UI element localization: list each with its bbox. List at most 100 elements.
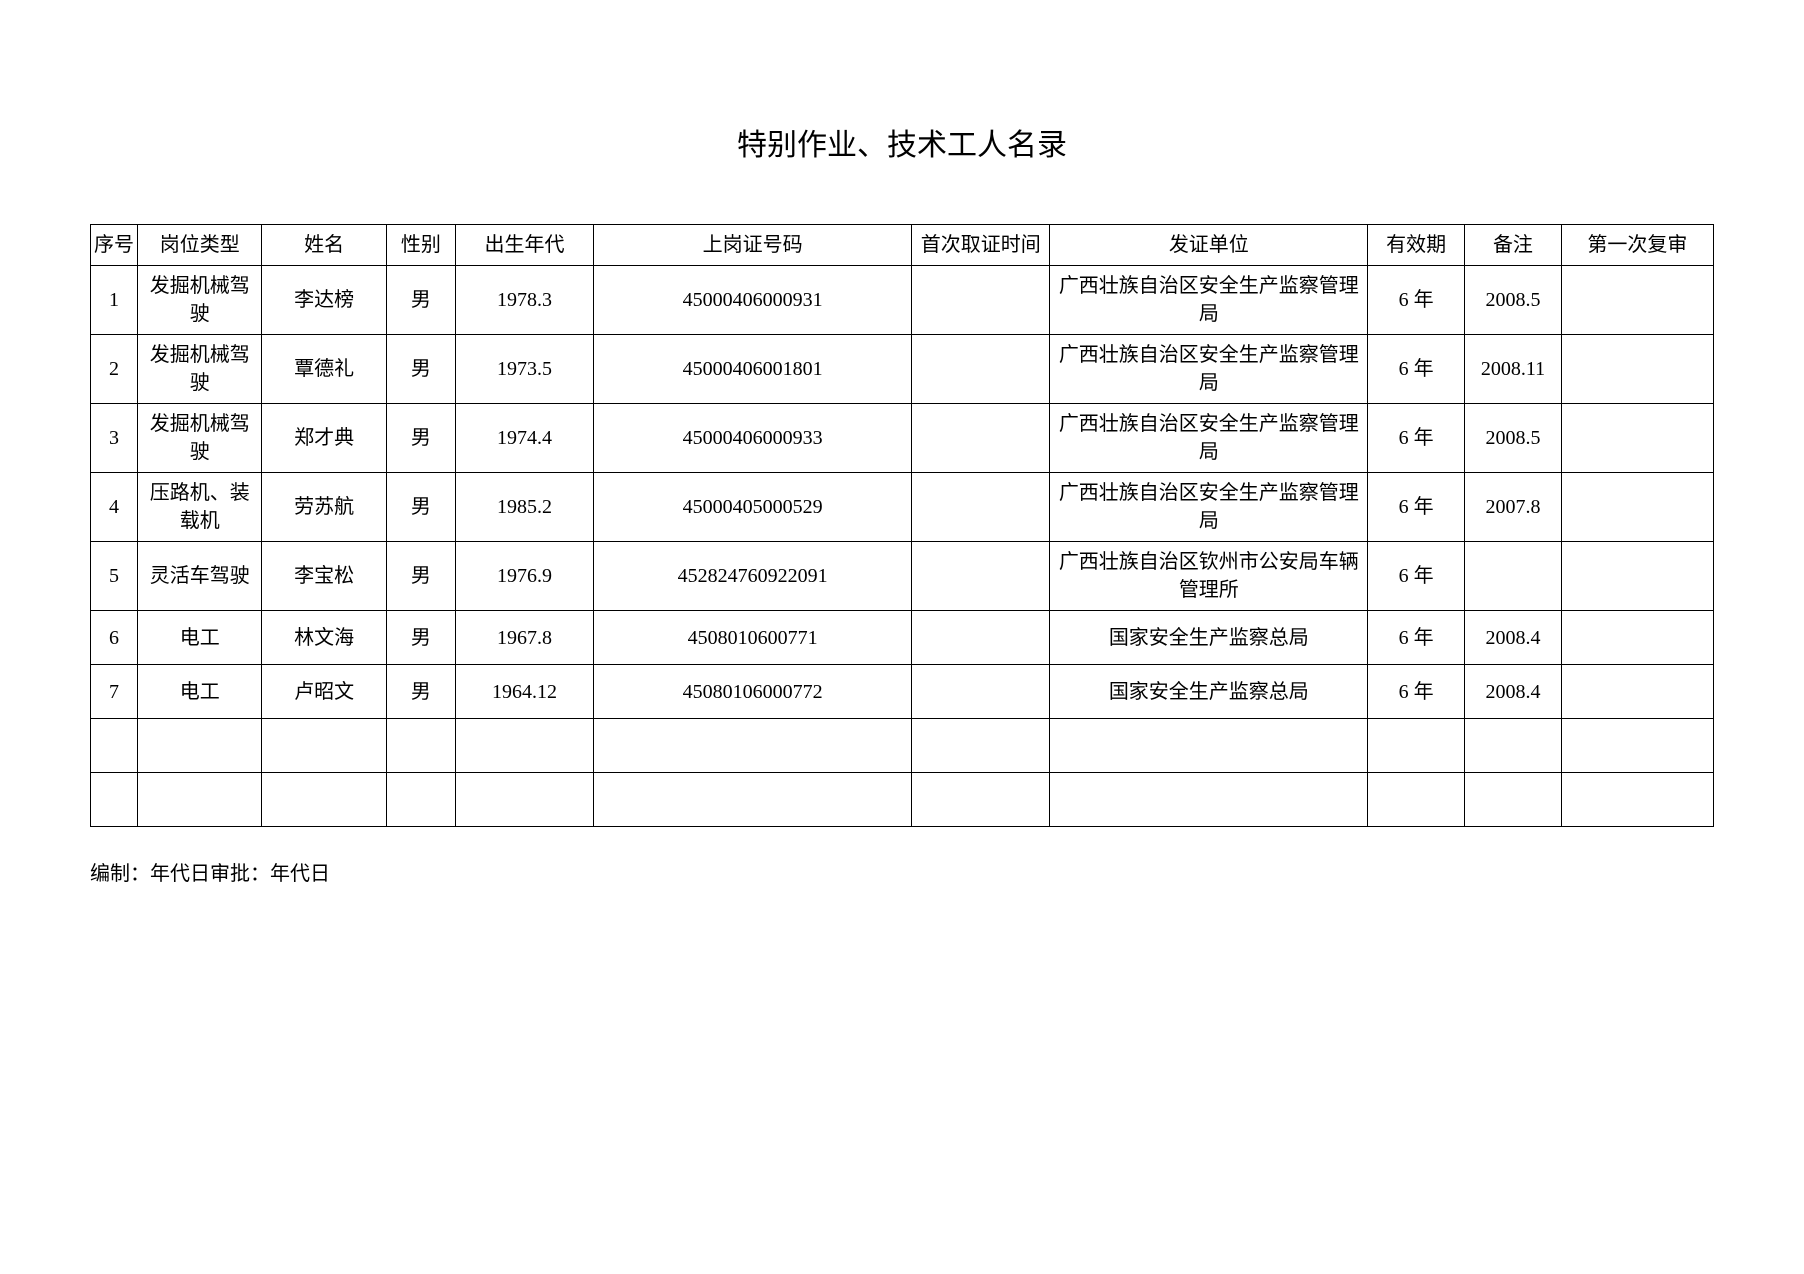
cell-birth: 1973.5 — [455, 335, 593, 404]
cell-first — [912, 335, 1050, 404]
cell-first — [912, 665, 1050, 719]
cell-review — [1561, 266, 1713, 335]
cell-sex: 男 — [386, 611, 455, 665]
table-row: 2发掘机械驾驶覃德礼男1973.545000406001801广西壮族自治区安全… — [91, 335, 1714, 404]
cell-note — [1465, 542, 1562, 611]
cell-birth: 1967.8 — [455, 611, 593, 665]
cell-job: 灵活车驾驶 — [138, 542, 262, 611]
cell-cert: 452824760922091 — [594, 542, 912, 611]
cell-birth: 1974.4 — [455, 404, 593, 473]
table-row: 6电工林文海男1967.84508010600771国家安全生产监察总局6 年2… — [91, 611, 1714, 665]
table-row — [91, 719, 1714, 773]
cell-sex: 男 — [386, 266, 455, 335]
cell-issuer: 广西壮族自治区安全生产监察管理局 — [1050, 266, 1368, 335]
cell-job: 压路机、装载机 — [138, 473, 262, 542]
cell-note: 2008.4 — [1465, 665, 1562, 719]
cell-issuer: 国家安全生产监察总局 — [1050, 665, 1368, 719]
cell-first — [912, 719, 1050, 773]
cell-seq: 3 — [91, 404, 138, 473]
cell-seq: 5 — [91, 542, 138, 611]
cell-name: 郑才典 — [262, 404, 386, 473]
cell-issuer: 广西壮族自治区安全生产监察管理局 — [1050, 335, 1368, 404]
cell-seq: 2 — [91, 335, 138, 404]
cell-first — [912, 404, 1050, 473]
table-header-row: 序号 岗位类型 姓名 性别 出生年代 上岗证号码 首次取证时间 发证单位 有效期… — [91, 225, 1714, 266]
cell-name: 李达榜 — [262, 266, 386, 335]
cell-seq — [91, 773, 138, 827]
table-row — [91, 773, 1714, 827]
cell-first — [912, 266, 1050, 335]
table-row: 5灵活车驾驶李宝松男1976.9452824760922091广西壮族自治区钦州… — [91, 542, 1714, 611]
workers-table: 序号 岗位类型 姓名 性别 出生年代 上岗证号码 首次取证时间 发证单位 有效期… — [90, 224, 1714, 827]
cell-review — [1561, 773, 1713, 827]
cell-cert — [594, 719, 912, 773]
cell-valid: 6 年 — [1368, 335, 1465, 404]
cell-sex — [386, 719, 455, 773]
th-first: 首次取证时间 — [912, 225, 1050, 266]
cell-job: 发掘机械驾驶 — [138, 266, 262, 335]
cell-birth — [455, 719, 593, 773]
cell-job: 发掘机械驾驶 — [138, 404, 262, 473]
page-title: 特别作业、技术工人名录 — [90, 120, 1714, 164]
cell-cert: 45080106000772 — [594, 665, 912, 719]
cell-seq: 1 — [91, 266, 138, 335]
cell-review — [1561, 404, 1713, 473]
cell-birth: 1985.2 — [455, 473, 593, 542]
table-row: 4压路机、装载机劳苏航男1985.245000405000529 广西壮族自治区安… — [91, 473, 1714, 542]
cell-issuer — [1050, 773, 1368, 827]
cell-job — [138, 719, 262, 773]
th-sex: 性别 — [386, 225, 455, 266]
cell-first — [912, 611, 1050, 665]
cell-seq: 7 — [91, 665, 138, 719]
cell-cert: 45000406000933 — [594, 404, 912, 473]
cell-cert: 45000405000529 — [594, 473, 912, 542]
cell-valid: 6 年 — [1368, 665, 1465, 719]
cell-valid: 6 年 — [1368, 266, 1465, 335]
cell-note: 2008.4 — [1465, 611, 1562, 665]
cell-valid: 6 年 — [1368, 542, 1465, 611]
cell-job: 发掘机械驾驶 — [138, 335, 262, 404]
cell-cert: 45000406001801 — [594, 335, 912, 404]
cell-birth: 1978.3 — [455, 266, 593, 335]
cell-note: 2007.8 — [1465, 473, 1562, 542]
th-note: 备注 — [1465, 225, 1562, 266]
cell-valid — [1368, 773, 1465, 827]
cell-cert: 45000406000931 — [594, 266, 912, 335]
th-name: 姓名 — [262, 225, 386, 266]
cell-valid: 6 年 — [1368, 611, 1465, 665]
cell-sex: 男 — [386, 542, 455, 611]
cell-job — [138, 773, 262, 827]
cell-issuer — [1050, 719, 1368, 773]
table-row: 3发掘机械驾驶郑才典男1974.445000406000933广西壮族自治区安全… — [91, 404, 1714, 473]
cell-seq: 4 — [91, 473, 138, 542]
cell-first — [912, 542, 1050, 611]
cell-job: 电工 — [138, 665, 262, 719]
table-body: 1发掘机械驾驶李达榜男1978.345000406000931广西壮族自治区安全… — [91, 266, 1714, 827]
cell-sex: 男 — [386, 404, 455, 473]
cell-name: 劳苏航 — [262, 473, 386, 542]
table-row: 1发掘机械驾驶李达榜男1978.345000406000931 广西壮族自治区安全… — [91, 266, 1714, 335]
cell-sex: 男 — [386, 473, 455, 542]
cell-job: 电工 — [138, 611, 262, 665]
cell-name — [262, 719, 386, 773]
th-review: 第一次复审 — [1561, 225, 1713, 266]
cell-review — [1561, 473, 1713, 542]
th-job: 岗位类型 — [138, 225, 262, 266]
cell-name: 林文海 — [262, 611, 386, 665]
cell-cert — [594, 773, 912, 827]
cell-issuer: 广西壮族自治区安全生产监察管理局 — [1050, 473, 1368, 542]
cell-note — [1465, 773, 1562, 827]
cell-valid: 6 年 — [1368, 473, 1465, 542]
cell-first — [912, 473, 1050, 542]
cell-name — [262, 773, 386, 827]
cell-birth — [455, 773, 593, 827]
cell-name: 李宝松 — [262, 542, 386, 611]
cell-review — [1561, 665, 1713, 719]
th-seq: 序号 — [91, 225, 138, 266]
footer-text: 编制：年代日审批：年代日 — [90, 857, 1714, 886]
cell-note: 2008.11 — [1465, 335, 1562, 404]
cell-issuer: 广西壮族自治区钦州市公安局车辆管理所 — [1050, 542, 1368, 611]
cell-sex: 男 — [386, 665, 455, 719]
th-birth: 出生年代 — [455, 225, 593, 266]
cell-sex: 男 — [386, 335, 455, 404]
